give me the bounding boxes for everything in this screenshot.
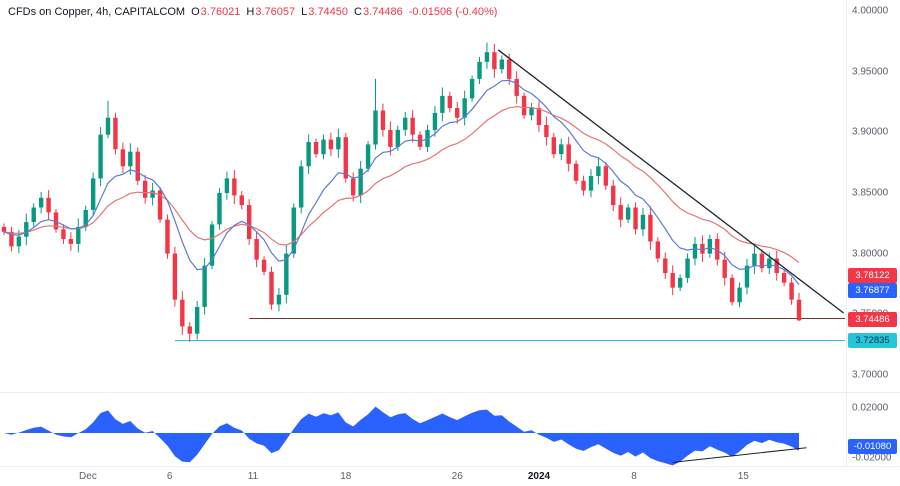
last-price-badge: 3.74486 bbox=[848, 312, 897, 328]
high-value: 3.76057 bbox=[255, 6, 296, 18]
x-axis-tick: 6 bbox=[166, 471, 173, 482]
y-axis-tick: 3.80000 bbox=[852, 248, 889, 260]
ma-slow-price-badge: 3.78122 bbox=[848, 268, 897, 284]
oscillator-axis-tick: -0.02000 bbox=[852, 452, 892, 464]
x-axis-tick: 26 bbox=[451, 471, 463, 482]
ma-fast-price-badge: 3.76877 bbox=[848, 283, 897, 299]
x-axis-tick: 8 bbox=[631, 471, 637, 482]
close-value: 3.74486 bbox=[362, 6, 403, 18]
legend: CFDs on Copper, 4h, CAPITALCOM O3.76021 H3… bbox=[8, 6, 497, 18]
y-axis-tick: 3.90000 bbox=[852, 126, 889, 138]
x-axis-tick: 2024 bbox=[527, 471, 551, 482]
open-value: 3.76021 bbox=[200, 6, 241, 18]
low-value: 3.74450 bbox=[308, 6, 349, 18]
time-axis-separator bbox=[0, 466, 900, 467]
high-label: H bbox=[246, 6, 255, 18]
x-axis-tick: Dec bbox=[79, 471, 97, 482]
y-axis-tick: 3.85000 bbox=[852, 187, 889, 199]
change-value: -0.01506 (-0.40%) bbox=[408, 6, 498, 18]
oscillator-value-badge: -0.01080 bbox=[848, 438, 897, 454]
price-axis-separator bbox=[846, 0, 847, 466]
open-label: O bbox=[191, 6, 200, 18]
close-label: C bbox=[354, 6, 362, 18]
x-axis-tick: 18 bbox=[340, 471, 352, 482]
pane-separator[interactable] bbox=[0, 392, 900, 393]
level-price-badge: 3.72835 bbox=[848, 332, 897, 348]
low-label: L bbox=[301, 6, 308, 18]
oscillator-axis-tick: 0.02000 bbox=[852, 402, 889, 414]
y-axis-tick: 3.70000 bbox=[852, 369, 889, 381]
x-axis-tick: 11 bbox=[247, 471, 259, 482]
symbol-title[interactable]: CFDs on Copper, 4h, CAPITALCOM bbox=[8, 6, 186, 18]
y-axis-tick: 4.00000 bbox=[852, 5, 889, 17]
x-axis-tick: 15 bbox=[737, 471, 749, 482]
y-axis-tick: 3.95000 bbox=[852, 66, 889, 78]
